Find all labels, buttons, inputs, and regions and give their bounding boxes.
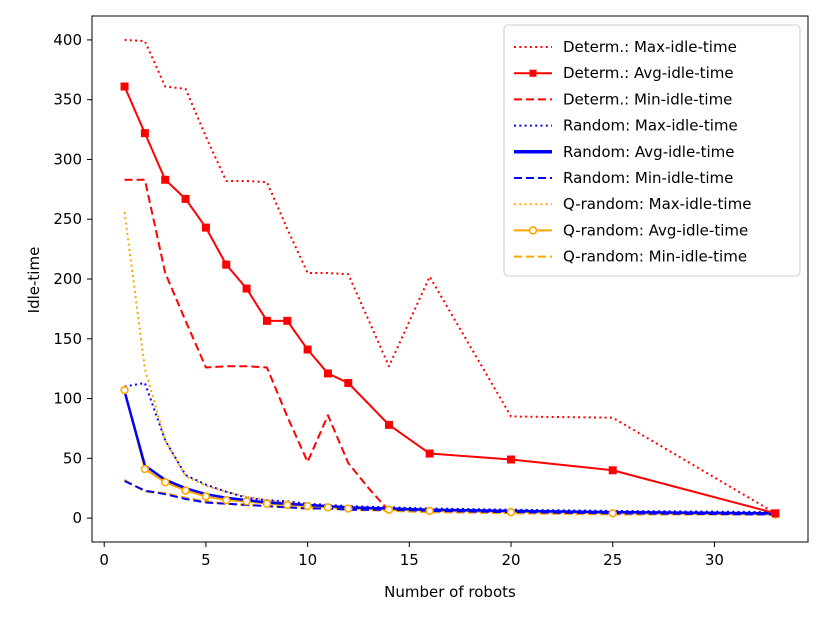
data-point bbox=[222, 495, 231, 505]
series-line bbox=[123, 211, 776, 515]
x-tick-label: 30 bbox=[705, 551, 724, 569]
x-tick-label: 5 bbox=[201, 551, 211, 569]
data-point bbox=[608, 509, 617, 518]
data-point bbox=[242, 284, 251, 293]
data-point bbox=[384, 505, 394, 514]
data-point bbox=[425, 506, 434, 516]
legend-marker bbox=[529, 69, 537, 77]
legend-marker bbox=[528, 226, 538, 235]
y-tick-label: 350 bbox=[53, 91, 82, 109]
legend-label: Determ.: Min-idle-time bbox=[563, 90, 732, 108]
x-tick-label: 15 bbox=[400, 551, 419, 569]
data-point bbox=[140, 464, 150, 474]
series-line bbox=[124, 178, 390, 512]
data-point bbox=[507, 455, 516, 464]
series-line bbox=[124, 382, 776, 514]
data-point bbox=[201, 492, 211, 501]
x-tick-label: 10 bbox=[298, 551, 317, 569]
legend-label: Q-random: Max-idle-time bbox=[563, 195, 751, 213]
legend-label: Q-random: Avg-idle-time bbox=[563, 221, 748, 239]
data-point bbox=[120, 385, 129, 395]
data-point bbox=[283, 316, 292, 325]
data-point bbox=[323, 503, 333, 512]
data-point bbox=[181, 486, 190, 495]
data-point bbox=[201, 223, 210, 232]
x-axis: 0 5 10 15 20 25 30 bbox=[99, 542, 724, 569]
y-tick-label: 50 bbox=[63, 449, 82, 467]
data-point bbox=[262, 499, 272, 508]
y-tick-label: 0 bbox=[72, 509, 82, 527]
x-tick-label: 25 bbox=[603, 551, 622, 569]
y-tick-label: 100 bbox=[53, 390, 82, 408]
data-point bbox=[425, 449, 434, 458]
legend-frame bbox=[503, 24, 801, 277]
markers-layer bbox=[120, 82, 780, 519]
data-point bbox=[283, 500, 292, 510]
y-tick-label: 300 bbox=[53, 150, 82, 168]
series-line bbox=[124, 38, 776, 515]
data-point bbox=[303, 345, 312, 354]
data-point bbox=[242, 497, 251, 506]
data-point bbox=[161, 478, 170, 487]
legend: Determ.: Max-idle-time Determ.: Avg-idle-… bbox=[503, 24, 801, 277]
data-point bbox=[344, 379, 353, 388]
x-tick-label: 20 bbox=[501, 551, 520, 569]
data-point bbox=[771, 509, 780, 518]
data-point bbox=[384, 420, 393, 429]
data-point bbox=[140, 129, 149, 138]
data-point bbox=[161, 175, 170, 184]
x-tick-label: 0 bbox=[99, 551, 109, 569]
y-tick-label: 250 bbox=[53, 210, 82, 228]
legend-label: Q-random: Min-idle-time bbox=[563, 248, 747, 266]
y-axis-label: Idle-time bbox=[25, 247, 43, 314]
data-point bbox=[608, 466, 617, 475]
y-tick-label: 200 bbox=[53, 270, 82, 288]
y-tick-label: 400 bbox=[53, 31, 82, 49]
data-point bbox=[120, 82, 129, 91]
y-axis: 0 50 100 150 200 250 300 350 400 bbox=[53, 31, 92, 527]
y-tick-label: 150 bbox=[53, 330, 82, 348]
data-point bbox=[323, 369, 332, 378]
series-line bbox=[124, 478, 776, 516]
legend-label: Determ.: Max-idle-time bbox=[563, 38, 737, 56]
data-point bbox=[222, 260, 231, 269]
data-point bbox=[262, 316, 271, 325]
legend-label: Random: Min-idle-time bbox=[563, 169, 733, 187]
legend-label: Random: Max-idle-time bbox=[563, 117, 738, 135]
data-point bbox=[506, 507, 516, 517]
x-axis-label: Number of robots bbox=[384, 583, 516, 601]
data-point bbox=[181, 194, 190, 203]
data-point bbox=[344, 504, 353, 513]
data-point bbox=[303, 501, 312, 511]
legend-label: Determ.: Avg-idle-time bbox=[563, 64, 734, 82]
legend-label: Random: Avg-idle-time bbox=[563, 143, 735, 161]
